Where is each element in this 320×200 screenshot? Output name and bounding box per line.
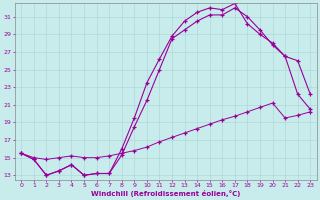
X-axis label: Windchill (Refroidissement éolien,°C): Windchill (Refroidissement éolien,°C) [91,190,240,197]
